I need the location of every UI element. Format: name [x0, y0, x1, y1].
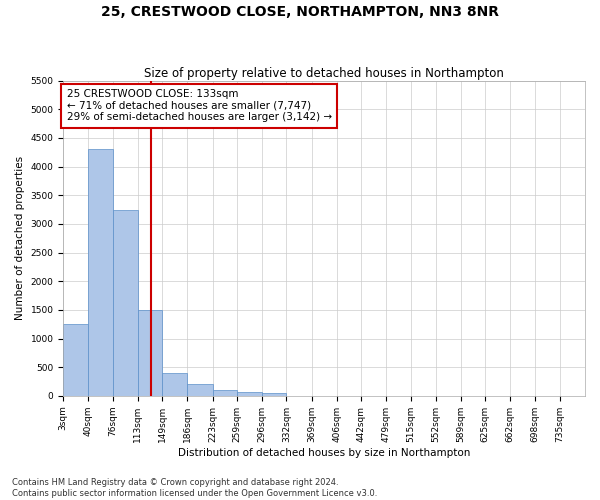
Title: Size of property relative to detached houses in Northampton: Size of property relative to detached ho… [144, 66, 504, 80]
Y-axis label: Number of detached properties: Number of detached properties [15, 156, 25, 320]
Bar [163, 373, 187, 396]
Bar [88, 150, 113, 396]
Bar [262, 393, 286, 396]
Bar [138, 310, 163, 396]
Bar [237, 392, 262, 396]
X-axis label: Distribution of detached houses by size in Northampton: Distribution of detached houses by size … [178, 448, 470, 458]
Text: 25 CRESTWOOD CLOSE: 133sqm
← 71% of detached houses are smaller (7,747)
29% of s: 25 CRESTWOOD CLOSE: 133sqm ← 71% of deta… [67, 90, 332, 122]
Bar [187, 384, 212, 396]
Bar [212, 390, 237, 396]
Bar [63, 324, 88, 396]
Text: Contains HM Land Registry data © Crown copyright and database right 2024.
Contai: Contains HM Land Registry data © Crown c… [12, 478, 377, 498]
Bar [113, 210, 138, 396]
Text: 25, CRESTWOOD CLOSE, NORTHAMPTON, NN3 8NR: 25, CRESTWOOD CLOSE, NORTHAMPTON, NN3 8N… [101, 5, 499, 19]
